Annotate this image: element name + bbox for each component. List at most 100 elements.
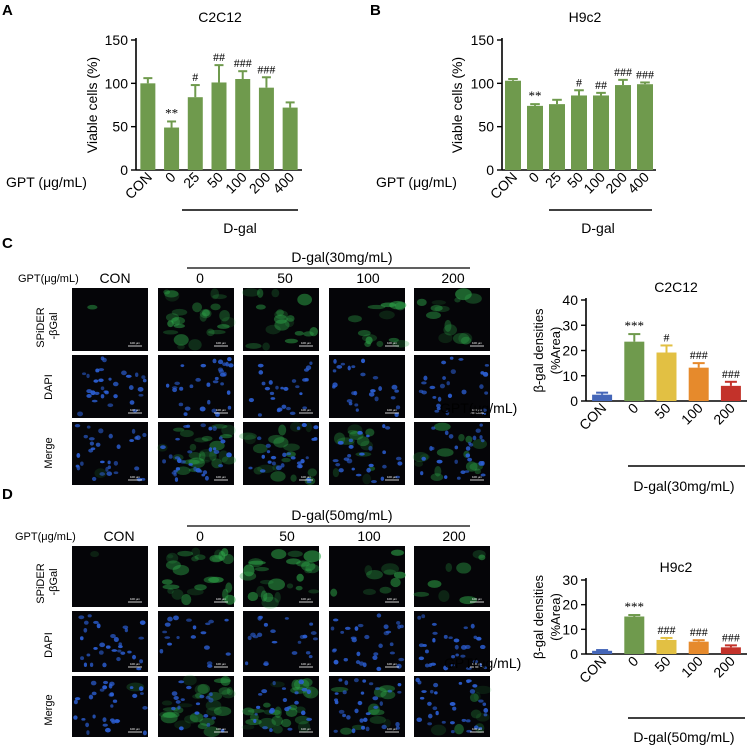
blue-nucleus bbox=[290, 456, 296, 460]
blue-nucleus bbox=[83, 434, 88, 439]
blue-nucleus bbox=[261, 454, 266, 459]
blue-nucleus bbox=[108, 693, 115, 697]
blue-nucleus bbox=[195, 468, 201, 473]
green-signal bbox=[265, 324, 281, 335]
green-signal bbox=[167, 554, 174, 559]
y-tick-label: 30 bbox=[562, 317, 578, 333]
green-signal bbox=[274, 591, 281, 603]
green-signal bbox=[256, 585, 266, 598]
green-signal bbox=[381, 563, 399, 575]
blue-nucleus bbox=[450, 369, 456, 375]
blue-nucleus bbox=[446, 381, 450, 386]
micrograph-image: 100 μm bbox=[413, 546, 490, 607]
green-signal bbox=[218, 687, 231, 695]
micrograph-image: 100 μm bbox=[239, 546, 322, 609]
blue-nucleus bbox=[78, 615, 85, 620]
blue-nucleus bbox=[312, 637, 318, 641]
blue-nucleus bbox=[113, 460, 119, 466]
green-signal bbox=[218, 550, 226, 561]
blue-nucleus bbox=[253, 719, 257, 723]
bar bbox=[688, 367, 709, 401]
blue-nucleus bbox=[357, 623, 364, 628]
blue-nucleus bbox=[73, 699, 78, 705]
green-signal bbox=[258, 717, 277, 729]
blue-nucleus bbox=[372, 375, 379, 380]
blue-nucleus bbox=[259, 469, 266, 473]
y-axis-label: β-gal densities (%Area) bbox=[531, 308, 563, 393]
green-signal bbox=[291, 679, 301, 691]
blue-nucleus bbox=[132, 693, 138, 698]
green-signal bbox=[272, 725, 283, 734]
blue-nucleus bbox=[373, 652, 379, 656]
green-signal bbox=[430, 473, 444, 482]
blue-nucleus bbox=[86, 389, 92, 394]
green-signal bbox=[474, 468, 481, 475]
green-signal bbox=[413, 591, 430, 597]
blue-nucleus bbox=[212, 380, 219, 384]
green-signal bbox=[194, 554, 206, 561]
green-signal bbox=[379, 310, 395, 320]
blue-nucleus bbox=[100, 386, 105, 391]
blue-nucleus bbox=[300, 458, 305, 464]
green-signal bbox=[427, 580, 442, 588]
blue-nucleus bbox=[434, 409, 440, 413]
bar bbox=[720, 385, 741, 401]
green-signal bbox=[274, 319, 290, 331]
blue-nucleus bbox=[102, 662, 107, 668]
blue-nucleus bbox=[421, 381, 427, 385]
green-signal bbox=[283, 443, 300, 452]
blue-nucleus bbox=[334, 692, 339, 695]
blue-nucleus bbox=[368, 682, 374, 686]
blue-nucleus bbox=[80, 656, 85, 661]
green-signal bbox=[288, 704, 298, 711]
x-tick-label: 400 bbox=[269, 169, 297, 197]
blue-nucleus bbox=[204, 475, 209, 481]
y-tick-label: 100 bbox=[105, 75, 129, 91]
scale-bar-label: 100 μm bbox=[472, 662, 483, 666]
gpt-dose-label-chart-d: GPT(μg/mL) bbox=[444, 655, 521, 671]
blue-nucleus bbox=[397, 624, 401, 630]
green-signal bbox=[287, 550, 303, 558]
blue-nucleus bbox=[99, 472, 106, 476]
blue-nucleus bbox=[432, 637, 436, 643]
blue-nucleus bbox=[483, 708, 489, 713]
blue-nucleus bbox=[112, 699, 118, 703]
blue-nucleus bbox=[287, 706, 292, 709]
blue-nucleus bbox=[287, 727, 293, 731]
blue-nucleus bbox=[183, 412, 188, 417]
blue-nucleus bbox=[199, 406, 206, 412]
green-signal bbox=[458, 332, 473, 345]
row-label-d-spider-line1: SPiDER bbox=[35, 563, 47, 603]
blue-nucleus bbox=[428, 663, 432, 668]
blue-nucleus bbox=[186, 618, 192, 622]
blue-nucleus bbox=[313, 436, 318, 441]
blue-nucleus bbox=[258, 370, 264, 375]
chart-title: H9c2 bbox=[569, 9, 602, 25]
blue-nucleus bbox=[356, 651, 361, 657]
significance-mark: ### bbox=[614, 65, 632, 79]
micrograph-image: 100 μm bbox=[158, 611, 234, 672]
green-signal bbox=[221, 455, 237, 465]
blue-nucleus bbox=[421, 690, 427, 693]
blue-nucleus bbox=[190, 635, 197, 639]
green-signal bbox=[465, 435, 473, 444]
blue-nucleus bbox=[131, 428, 136, 434]
bar bbox=[211, 82, 227, 170]
blue-nucleus bbox=[184, 406, 191, 411]
blue-nucleus bbox=[206, 382, 211, 387]
green-signal bbox=[222, 588, 229, 601]
blue-nucleus bbox=[110, 634, 116, 639]
blue-nucleus bbox=[88, 694, 94, 700]
gpt-dose-label-a: GPT (μg/mL) bbox=[6, 174, 87, 190]
blue-nucleus bbox=[378, 643, 383, 649]
blue-nucleus bbox=[481, 408, 487, 413]
blue-nucleus bbox=[175, 437, 180, 441]
scale-bar-label: 100 μm bbox=[130, 475, 141, 479]
blue-nucleus bbox=[127, 650, 132, 654]
green-signal bbox=[201, 309, 210, 317]
blue-nucleus bbox=[135, 435, 141, 441]
blue-nucleus bbox=[431, 426, 436, 430]
blue-nucleus bbox=[113, 637, 119, 643]
green-signal bbox=[219, 434, 233, 439]
blue-nucleus bbox=[452, 706, 457, 711]
